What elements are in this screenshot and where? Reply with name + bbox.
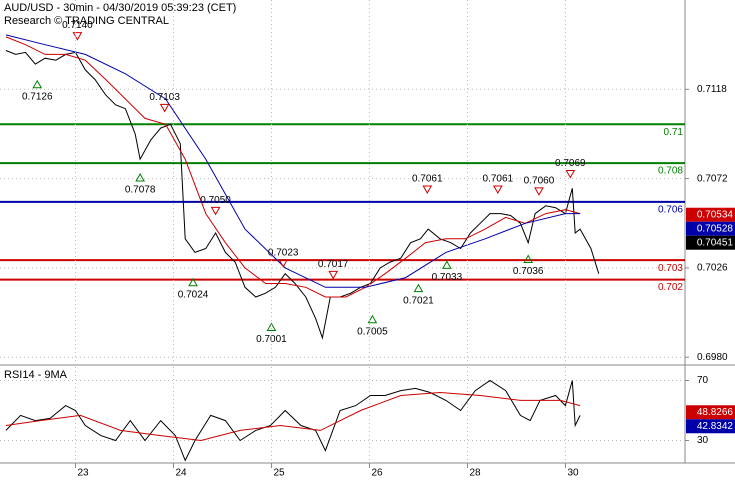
series-line	[5, 36, 581, 298]
y-tick-label: 30	[697, 435, 709, 446]
pivot-label: 0.7021	[403, 295, 434, 306]
price-tag-label: 0.70534	[697, 209, 734, 220]
price-tag	[686, 207, 735, 222]
pivot-low	[413, 283, 424, 293]
pivot-label: 0.7078	[125, 185, 156, 196]
pivot-label: 0.7061	[483, 174, 514, 185]
pivot-low	[32, 79, 43, 89]
pivot-high	[492, 185, 503, 194]
pivot-label: 0.7069	[555, 158, 586, 169]
x-tick-label: 28	[469, 468, 481, 479]
price-tag	[686, 221, 735, 236]
y-tick-label: 0.7118	[697, 84, 727, 95]
level-label: 0.703	[658, 263, 683, 274]
y-tick-label: 0.6980	[697, 352, 728, 363]
y-tick-label: 70	[697, 375, 709, 386]
pivot-label: 0.7050	[200, 195, 231, 206]
pivot-high	[210, 206, 221, 216]
level-label: 0.71	[664, 127, 684, 138]
pivot-high	[534, 187, 544, 196]
pivot-label: 0.7061	[412, 174, 443, 185]
pivot-high	[565, 169, 576, 179]
pivot-high	[422, 185, 433, 194]
rsi-title: RSI14 - 9MA	[4, 369, 68, 381]
pivot-label: 0.7024	[178, 289, 209, 300]
pivot-label: 0.7103	[149, 92, 180, 103]
pivot-low	[266, 322, 277, 331]
y-tick-label: 0.7072	[697, 173, 728, 184]
x-tick-label: 26	[371, 468, 383, 479]
x-tick-label: 30	[567, 468, 579, 479]
y-tick-label: 0.7026	[697, 263, 728, 274]
price-tag	[686, 419, 735, 434]
pivot-label: 0.7017	[318, 259, 349, 270]
pivot-label: 0.7140	[62, 20, 93, 31]
pivot-label: 0.7036	[513, 266, 544, 277]
pivot-low	[188, 277, 198, 287]
pivot-low	[442, 260, 452, 269]
price-tag-label: 42.8342	[697, 421, 734, 432]
series-line	[5, 379, 581, 462]
chart-title: AUD/USD - 30min - 04/30/2019 05:39:23 (C…	[4, 2, 236, 14]
series-line	[5, 34, 581, 288]
pivot-low	[367, 314, 378, 324]
x-tick-label: 25	[273, 468, 285, 479]
level-label: 0.702	[658, 282, 683, 293]
pivot-high	[159, 103, 170, 113]
price-tag	[686, 405, 735, 420]
series-line	[5, 391, 581, 442]
price-tag-label: 48.8266	[697, 407, 734, 418]
pivot-low	[135, 172, 145, 182]
pivot-low	[523, 254, 534, 264]
x-tick-label: 23	[77, 468, 89, 479]
price-tag	[686, 235, 735, 250]
pivot-high	[328, 270, 339, 280]
price-tag-label: 0.70528	[697, 223, 734, 234]
level-label: 0.706	[658, 205, 683, 216]
pivot-label: 0.7126	[22, 91, 53, 102]
x-tick-label: 24	[175, 468, 187, 479]
pivot-label: 0.7033	[432, 272, 463, 283]
level-label: 0.708	[658, 166, 683, 177]
price-tag-label: 0.70451	[697, 237, 734, 248]
pivot-label: 0.7001	[256, 334, 287, 345]
pivot-label: 0.7005	[357, 326, 388, 337]
pivot-high	[278, 259, 289, 268]
pivot-label: 0.7060	[524, 176, 555, 187]
pivot-label: 0.7023	[268, 247, 299, 258]
series-line	[5, 50, 600, 340]
chart-subtitle: Research © TRADING CENTRAL	[4, 15, 169, 27]
